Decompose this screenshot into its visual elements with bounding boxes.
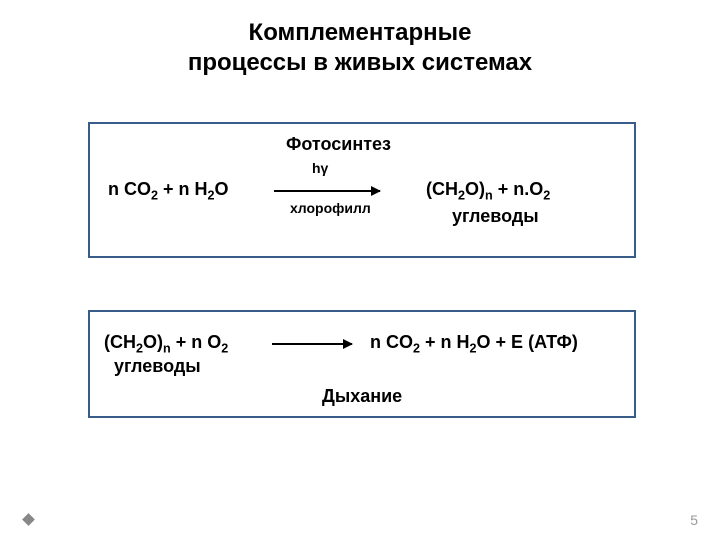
respiration-box: (CH2O)n + n O2 углеводы n CO2 + n H2O + … [88,310,636,418]
carbohydrates-label-1: углеводы [452,206,539,227]
respiration-footer: Дыхание [322,386,402,407]
title-line2: процессы в живых системах [0,48,720,78]
photosynthesis-header: Фотосинтез [286,134,391,155]
title-line1: Комплементарные [0,18,720,48]
photosynthesis-box: Фотосинтез n CO2 + n H2O hγ хлорофилл (C… [88,122,636,258]
photosynthesis-products: (CH2O)n + n.O2 [426,179,550,203]
respiration-products: n CO2 + n H2O + E (АТФ) [370,332,578,356]
arrow-top-label: hγ [312,160,328,176]
photosynthesis-reactants: n CO2 + n H2O [108,179,229,203]
arrow-bottom-label: хлорофилл [290,200,371,216]
bullet-icon [22,513,35,526]
reaction-arrow-1 [274,190,380,192]
page-number: 5 [690,512,698,528]
carbohydrates-label-2: углеводы [114,356,201,377]
respiration-reactants: (CH2O)n + n O2 [104,332,228,356]
reaction-arrow-2 [272,343,352,345]
